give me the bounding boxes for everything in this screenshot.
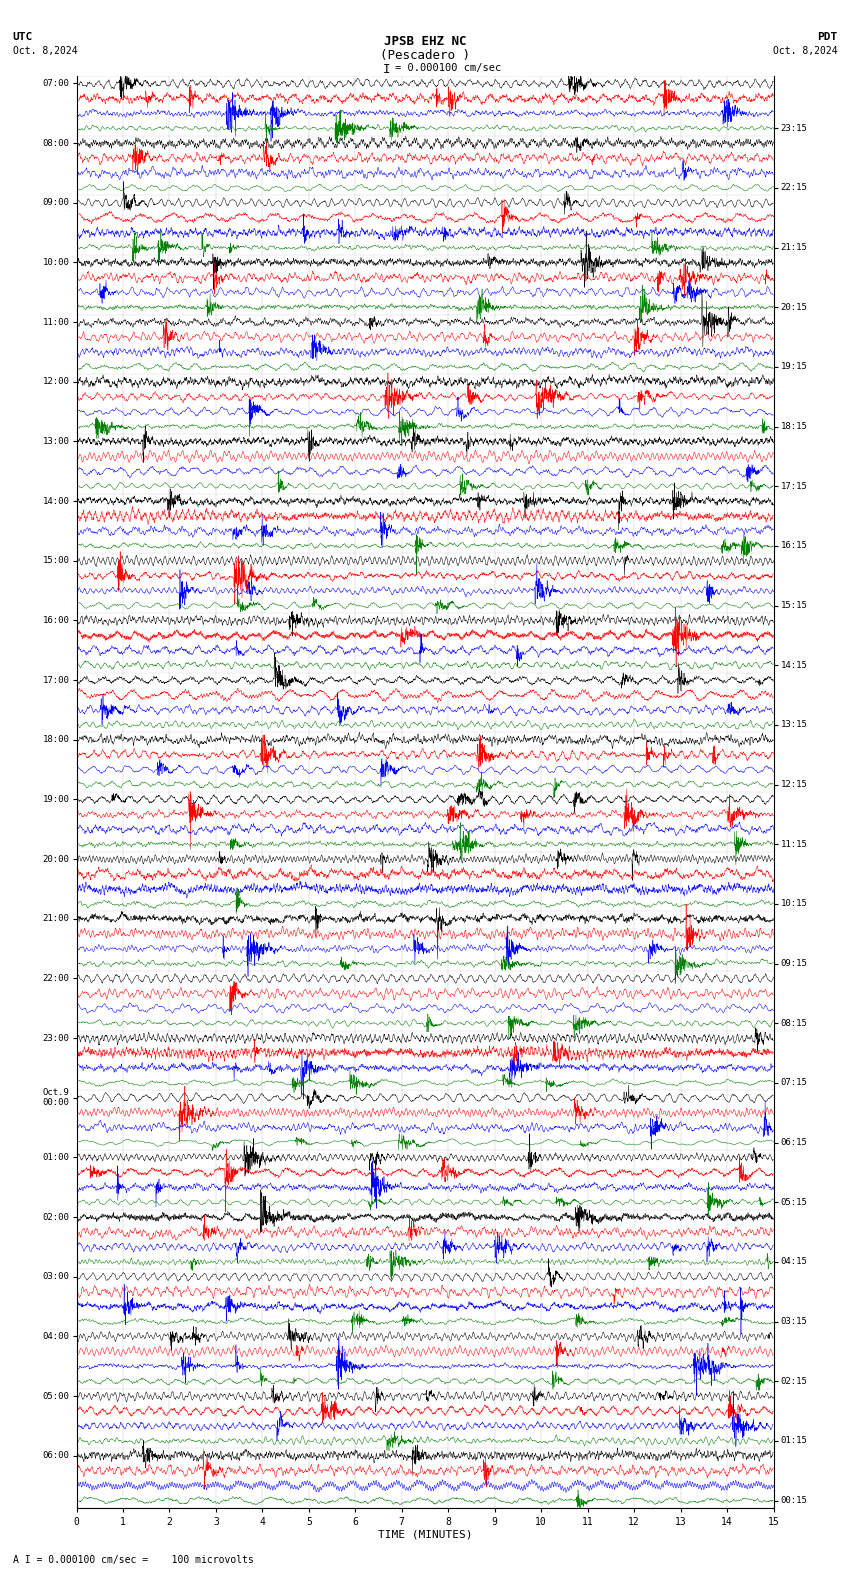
Text: Oct. 8,2024: Oct. 8,2024: [13, 46, 77, 55]
Text: = 0.000100 cm/sec: = 0.000100 cm/sec: [395, 63, 501, 73]
Text: I: I: [383, 63, 390, 76]
Text: A I = 0.000100 cm/sec =    100 microvolts: A I = 0.000100 cm/sec = 100 microvolts: [13, 1555, 253, 1565]
Text: JPSB EHZ NC: JPSB EHZ NC: [383, 35, 467, 48]
X-axis label: TIME (MINUTES): TIME (MINUTES): [377, 1530, 473, 1540]
Text: (Pescadero ): (Pescadero ): [380, 49, 470, 62]
Text: Oct. 8,2024: Oct. 8,2024: [773, 46, 837, 55]
Text: UTC: UTC: [13, 32, 33, 41]
Text: PDT: PDT: [817, 32, 837, 41]
